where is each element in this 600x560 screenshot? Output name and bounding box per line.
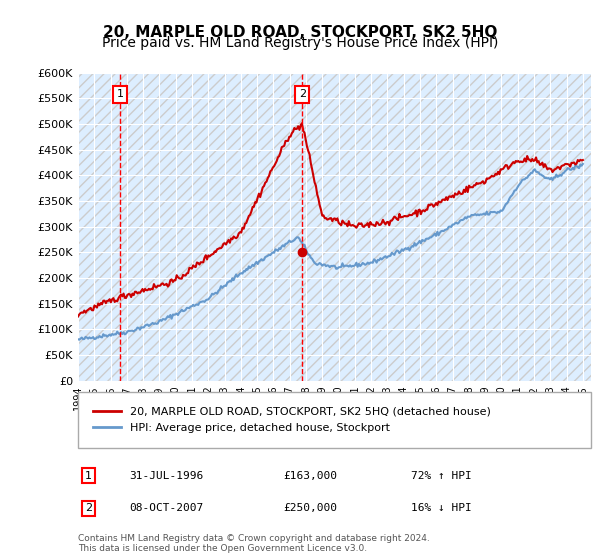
Text: £163,000: £163,000 [283, 470, 337, 480]
Bar [281, 73, 298, 381]
Bar [331, 73, 347, 381]
Bar [70, 73, 86, 381]
Bar [575, 73, 591, 381]
Bar [347, 73, 363, 381]
Bar [167, 73, 184, 381]
Bar [265, 73, 281, 381]
Bar [314, 73, 331, 381]
Bar [509, 73, 526, 381]
Bar [493, 73, 509, 381]
Text: 1: 1 [116, 90, 124, 99]
Bar [184, 73, 200, 381]
Bar [135, 73, 151, 381]
Bar [542, 73, 559, 381]
Bar [298, 73, 314, 381]
Bar [461, 73, 477, 381]
Bar [217, 73, 233, 381]
Text: 16% ↓ HPI: 16% ↓ HPI [412, 503, 472, 514]
Text: 08-OCT-2007: 08-OCT-2007 [130, 503, 203, 514]
Bar [86, 73, 103, 381]
Bar [428, 73, 445, 381]
Text: 20, MARPLE OLD ROAD, STOCKPORT, SK2 5HQ: 20, MARPLE OLD ROAD, STOCKPORT, SK2 5HQ [103, 25, 497, 40]
Bar [103, 73, 119, 381]
Text: £250,000: £250,000 [283, 503, 337, 514]
Bar [559, 73, 575, 381]
Bar [395, 73, 412, 381]
Text: 1: 1 [85, 470, 92, 480]
Text: 72% ↑ HPI: 72% ↑ HPI [412, 470, 472, 480]
Bar [233, 73, 249, 381]
Bar [591, 73, 600, 381]
Text: Contains HM Land Registry data © Crown copyright and database right 2024.
This d: Contains HM Land Registry data © Crown c… [78, 534, 430, 553]
Text: Price paid vs. HM Land Registry's House Price Index (HPI): Price paid vs. HM Land Registry's House … [102, 36, 498, 50]
FancyBboxPatch shape [78, 392, 591, 448]
Bar [200, 73, 217, 381]
Bar [379, 73, 395, 381]
Bar [445, 73, 461, 381]
Legend: 20, MARPLE OLD ROAD, STOCKPORT, SK2 5HQ (detached house), HPI: Average price, de: 20, MARPLE OLD ROAD, STOCKPORT, SK2 5HQ … [89, 402, 495, 438]
Bar [412, 73, 428, 381]
Text: 2: 2 [85, 503, 92, 514]
Bar [477, 73, 493, 381]
Bar [119, 73, 135, 381]
Text: 31-JUL-1996: 31-JUL-1996 [130, 470, 203, 480]
Bar [249, 73, 265, 381]
Bar [526, 73, 542, 381]
Text: 2: 2 [299, 90, 306, 99]
Bar [151, 73, 167, 381]
Bar [363, 73, 379, 381]
